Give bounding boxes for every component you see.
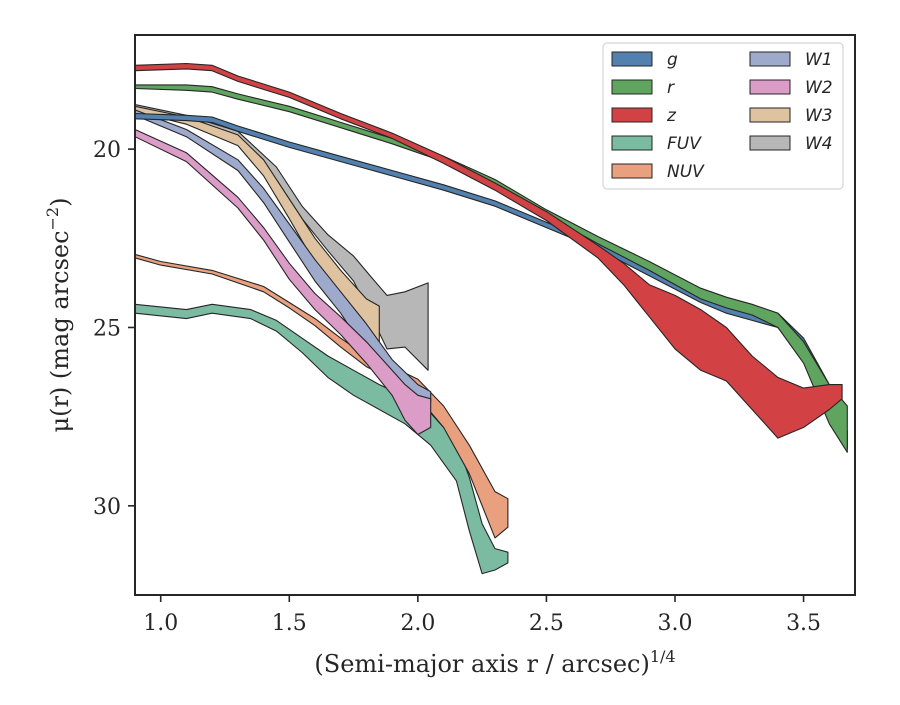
band-layer bbox=[135, 62, 848, 575]
legend-swatch bbox=[749, 51, 791, 67]
legend-entry-z: z bbox=[611, 106, 677, 126]
plot-frame bbox=[134, 34, 856, 596]
x-tick-label: 3.0 bbox=[658, 611, 693, 636]
legend-entry-nuv: NUV bbox=[611, 162, 705, 182]
legend-entry-w2: W2 bbox=[749, 78, 833, 98]
y-axis-label-close: ) bbox=[46, 198, 74, 207]
x-tick-label: 3.5 bbox=[786, 611, 821, 636]
legend-swatch bbox=[611, 107, 653, 123]
legend: grz FUV NUV W1 W2 W3 W4 bbox=[602, 42, 844, 190]
y-axis-label: μ(r) (mag arcsec−2) bbox=[43, 198, 74, 433]
legend-label: W1 bbox=[805, 50, 833, 70]
legend-entry-fuv: FUV bbox=[611, 134, 702, 154]
band-z bbox=[135, 62, 843, 439]
y-tick-label: 30 bbox=[93, 495, 121, 520]
x-tick-label: 2.0 bbox=[400, 611, 435, 636]
band-nuv bbox=[135, 253, 509, 539]
y-axis-label-main: μ(r) (mag arcsec bbox=[46, 230, 74, 432]
x-tick-label: 2.5 bbox=[529, 611, 564, 636]
legend-swatch bbox=[611, 135, 653, 151]
legend-label: W4 bbox=[805, 134, 833, 154]
legend-label: g bbox=[667, 50, 678, 70]
legend-label: FUV bbox=[667, 134, 702, 154]
y-tick-label: 25 bbox=[93, 316, 121, 341]
x-tick-label: 1.5 bbox=[272, 611, 307, 636]
legend-label: W3 bbox=[805, 106, 833, 126]
x-axis-label-main: (Semi-major axis r / arcsec) bbox=[314, 650, 649, 678]
legend-label: NUV bbox=[667, 162, 705, 182]
legend-swatch bbox=[749, 135, 791, 151]
legend-label: W2 bbox=[805, 78, 833, 98]
x-axis-label: (Semi-major axis r / arcsec)1/4 bbox=[314, 647, 675, 678]
legend-swatch bbox=[611, 79, 653, 95]
legend-label: z bbox=[666, 106, 677, 126]
legend-swatch bbox=[749, 79, 791, 95]
legend-entry-w3: W3 bbox=[749, 106, 833, 126]
legend-swatch bbox=[611, 163, 653, 179]
legend-swatch bbox=[749, 107, 791, 123]
x-axis-label-exponent: 1/4 bbox=[650, 647, 676, 666]
legend-entry-g: g bbox=[611, 50, 678, 70]
legend-entry-w1: W1 bbox=[749, 50, 833, 70]
band-fuv bbox=[135, 303, 509, 575]
ticks-layer: 1.0 1.5 2.0 2.5 3.0 3.5 20 25 30 bbox=[93, 138, 821, 636]
x-tick-label: 1.0 bbox=[143, 611, 178, 636]
y-tick-label: 20 bbox=[93, 138, 121, 163]
legend-entry-r: r bbox=[611, 78, 675, 98]
legend-entry-w4: W4 bbox=[749, 134, 833, 154]
legend-swatch bbox=[611, 51, 653, 67]
y-axis-label-exponent: −2 bbox=[43, 207, 62, 231]
band-w2 bbox=[135, 128, 432, 436]
legend-label: r bbox=[667, 78, 675, 98]
